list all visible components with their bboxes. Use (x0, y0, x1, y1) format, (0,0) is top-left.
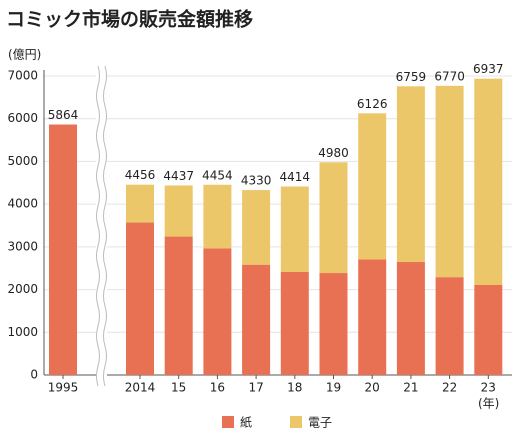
break-line (96, 65, 100, 387)
total-label: 4454 (202, 168, 233, 182)
chart-title: コミック市場の販売金額推移 (6, 8, 253, 31)
x-tick-label: 17 (248, 381, 263, 395)
x-tick-label: 23 (481, 381, 496, 395)
y-tick-label: 1000 (7, 325, 38, 339)
plot-area: 0 1000 2000 3000 4000 5000 6000 7000 5864 1995 445… (7, 62, 512, 395)
bar-segment (396, 262, 425, 375)
y-tick-label: 6000 (7, 111, 38, 125)
total-label: 4980 (318, 146, 349, 160)
x-tick-label: 21 (403, 381, 418, 395)
x-tick-label: 18 (287, 381, 302, 395)
bar-segment (435, 277, 464, 375)
bar-segment (319, 273, 348, 375)
bar-segment (242, 190, 271, 265)
bar-segment (280, 186, 309, 272)
y-axis-label: (億円) (8, 48, 41, 62)
x-tick-label: 16 (210, 381, 225, 395)
axis-break (96, 65, 107, 388)
bar-segment (126, 222, 154, 375)
x-tick-label: 2014 (125, 381, 156, 395)
total-label: 6937 (473, 62, 504, 76)
bar-segment (164, 236, 193, 375)
x-tick-label: 15 (171, 381, 186, 395)
x-tick-label: 1995 (48, 381, 79, 395)
total-label: 5864 (48, 108, 79, 122)
bar-segment (435, 85, 464, 278)
legend-swatch (222, 416, 234, 428)
y-tick-label: 4000 (7, 197, 38, 211)
bar-segment (358, 259, 387, 375)
legend: 紙 電子 (222, 415, 332, 430)
x-tick-label: 22 (442, 381, 457, 395)
legend-swatch (290, 416, 302, 428)
total-label: 4456 (125, 168, 156, 182)
bar-segment (203, 248, 232, 375)
y-tick-label: 7000 (7, 69, 38, 83)
total-label: 4330 (241, 174, 272, 188)
total-label: 4414 (280, 170, 311, 184)
total-label: 4437 (163, 169, 194, 183)
bar-segment (126, 184, 154, 223)
bar-segment (319, 162, 348, 274)
legend-label: 紙 (240, 415, 252, 430)
x-axis-label: (年) (478, 397, 499, 411)
bar-segment (474, 78, 503, 286)
bar-segment (242, 264, 271, 375)
x-tick-label: 20 (365, 381, 380, 395)
y-tick-label: 2000 (7, 282, 38, 296)
break-gap (96, 66, 107, 388)
legend-label: 電子 (308, 416, 332, 430)
bar-segment (358, 113, 387, 260)
y-tick-label: 3000 (7, 239, 38, 253)
bar-segment (49, 124, 77, 375)
total-label: 6126 (357, 97, 388, 111)
bar-segment (203, 184, 232, 249)
break-line (103, 65, 107, 387)
x-tick-label: 19 (326, 381, 341, 395)
bar-segment (474, 285, 503, 375)
bar-segment (280, 271, 309, 375)
total-label: 6770 (434, 69, 465, 83)
bar-segment (396, 86, 425, 263)
total-label: 6759 (396, 70, 427, 84)
bar-segment (164, 185, 193, 237)
y-tick-label: 5000 (7, 154, 38, 168)
y-tick-label: 0 (30, 368, 38, 382)
